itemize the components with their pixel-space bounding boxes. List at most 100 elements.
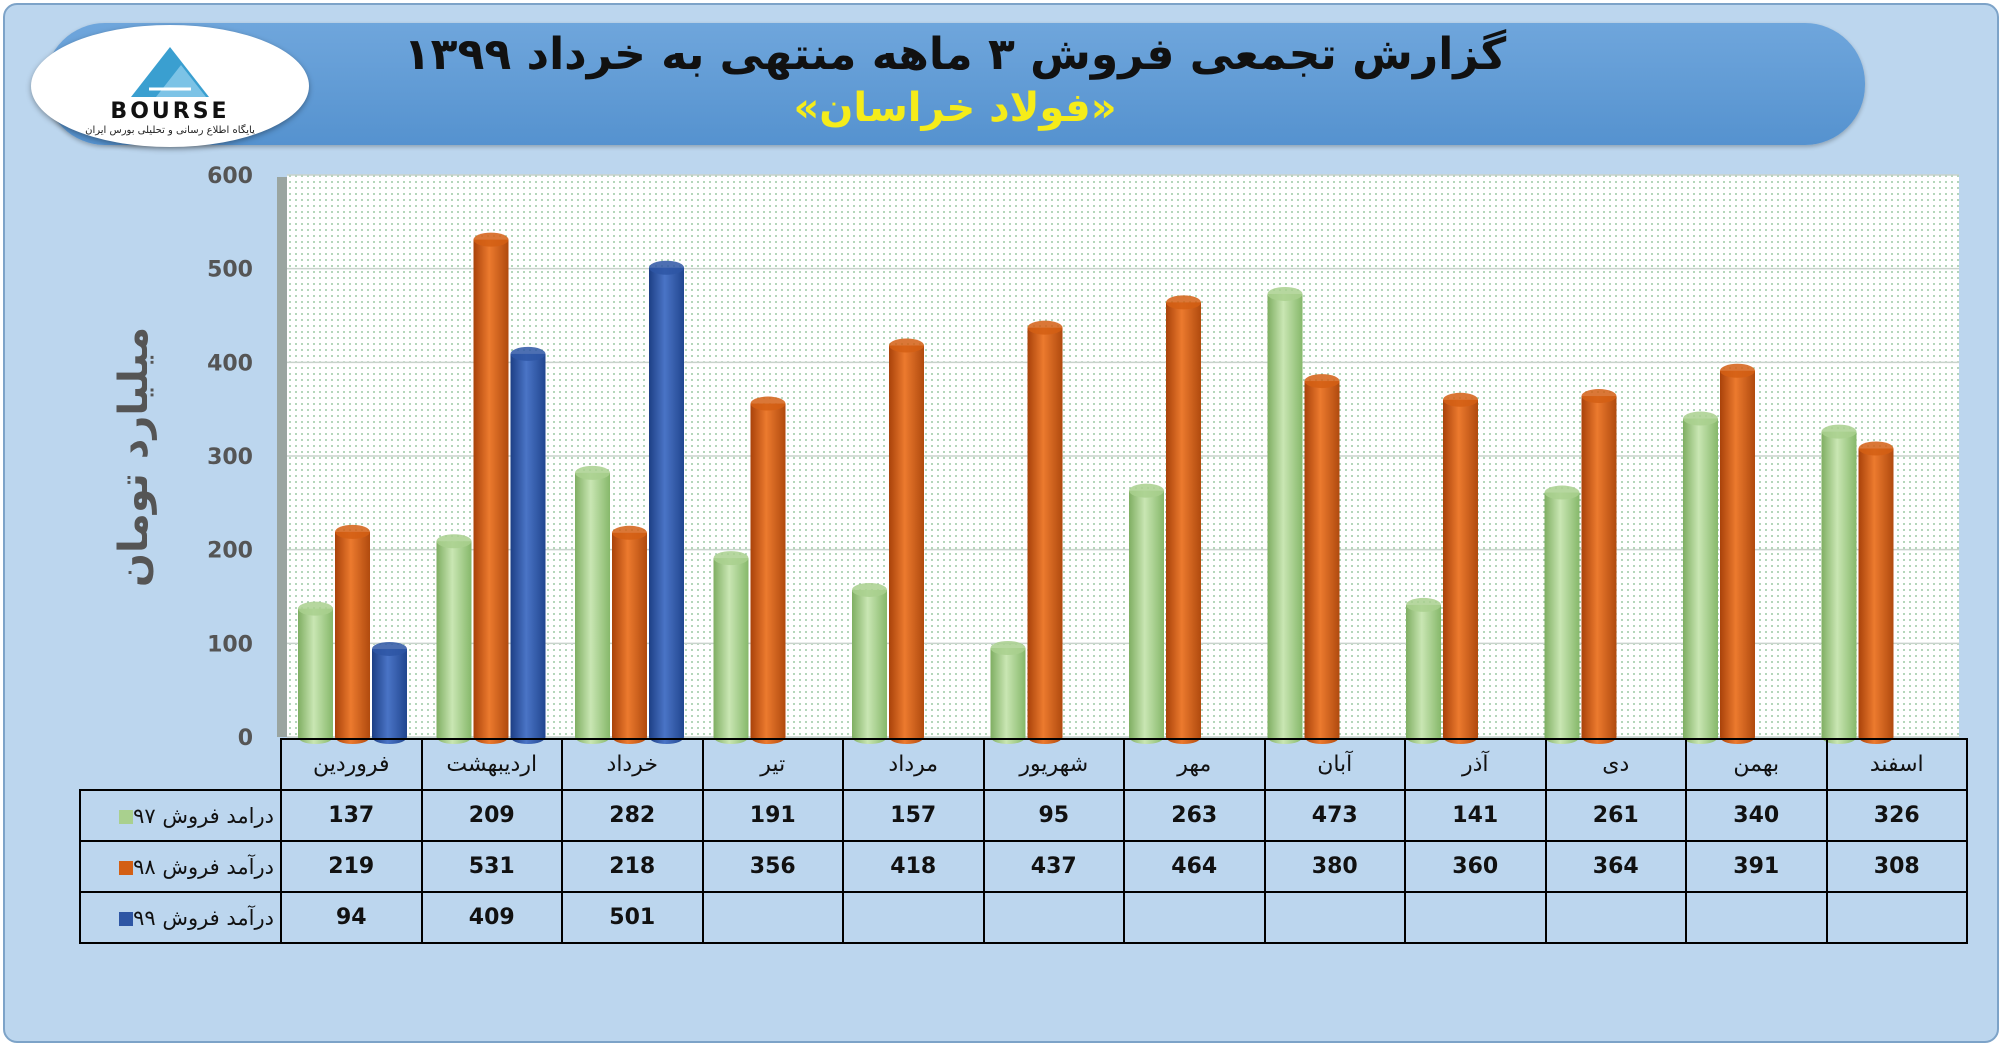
bar-body: [1129, 490, 1164, 737]
bar-cap: [575, 465, 610, 480]
legend-label: درامد فروش ۹۷: [133, 803, 274, 828]
table-row: درامد فروش ۹۷ 137 209 282 191 157 95 263 473 141 2…: [79, 789, 1968, 842]
data-label: 380: [1263, 840, 1406, 893]
bar-body: [1443, 399, 1478, 737]
bar-body: [649, 267, 684, 737]
bar-body: [1720, 370, 1755, 737]
legend-label: درآمد فروش ۹۹: [133, 905, 274, 930]
bar-cap: [1858, 441, 1894, 456]
table-header-row: فروردین اردیبهشت خرداد تیر مرداد شهریور مهر آبا…: [80, 738, 1968, 791]
y-tick-labels: 0 100 200 300 400 500 600: [207, 164, 253, 751]
data-label: 94: [280, 891, 423, 944]
bar-series-2: [510, 346, 546, 744]
bar-series-0: [1406, 597, 1441, 744]
bar-body: [436, 541, 472, 737]
bar-cap: [990, 641, 1026, 656]
data-label: 263: [1123, 789, 1266, 842]
data-label: 209: [420, 789, 563, 842]
data-label: 95: [982, 789, 1125, 842]
x-tick-label: دی: [1544, 738, 1687, 791]
bourse-logo: BOURSE پایگاه اطلاع رسانی و تحلیلی بورس …: [31, 25, 309, 147]
bar-series-0: [575, 465, 610, 744]
bar-cap: [510, 346, 546, 361]
bar-body: [1267, 293, 1303, 737]
bar-series-0: [1544, 485, 1580, 744]
bar-cap: [298, 601, 333, 616]
bar-cap: [1581, 389, 1617, 404]
bar-cap: [1821, 424, 1857, 439]
data-label: [1123, 891, 1266, 944]
x-tick-label: فروردین: [280, 738, 423, 791]
data-label: [1825, 891, 1968, 944]
logo-triangle-icon: [131, 47, 209, 97]
bar-cap: [1683, 411, 1718, 426]
bar-series-1: [1858, 441, 1894, 744]
bar-series-0: [436, 534, 472, 744]
table-corner: [80, 739, 281, 790]
y-tick-label: 300: [207, 445, 253, 470]
bar-body: [1683, 418, 1718, 737]
bar-body: [713, 558, 749, 737]
bar-series-0: [1267, 286, 1303, 744]
bar-series-1: [889, 338, 924, 744]
data-label: 141: [1404, 789, 1547, 842]
bar-series-1: [1166, 295, 1201, 744]
data-label: [1404, 891, 1547, 944]
y-tick-label: 500: [207, 258, 253, 283]
table-row: درآمد فروش ۹۸ 219 531 218 356 418 437 464 380 360…: [79, 840, 1968, 893]
bar-series-0: [713, 551, 749, 744]
y-tick-label: 0: [238, 726, 253, 751]
legend-entry: درامد فروش ۹۷: [79, 789, 282, 842]
y-tick-label: 400: [207, 351, 253, 376]
x-tick-label: آبان: [1263, 738, 1406, 791]
data-label: 137: [280, 789, 423, 842]
x-tick-label: اردیبهشت: [420, 738, 563, 791]
bar-cap: [1443, 392, 1478, 407]
y-tick-label: 200: [207, 539, 253, 564]
chart-frame: گزارش تجمعی فروش ۳ ماهه منتهی به خرداد ۱…: [3, 3, 1999, 1043]
bar-series-1: [750, 396, 786, 744]
bar-cap: [889, 338, 924, 353]
x-tick-label: تیر: [701, 738, 844, 791]
bar-body: [1858, 448, 1894, 737]
data-label: 531: [420, 840, 563, 893]
data-label: [982, 891, 1125, 944]
bar-series-1: [1027, 320, 1063, 744]
y-tick-label: 600: [207, 164, 253, 189]
bar-cap: [750, 396, 786, 411]
data-label: 261: [1544, 789, 1687, 842]
x-tick-label: اسفند: [1825, 738, 1968, 791]
data-label: 437: [982, 840, 1125, 893]
bar-body: [1821, 431, 1857, 737]
legend-entry: درآمد فروش ۹۹: [79, 891, 282, 944]
data-label: 356: [701, 840, 844, 893]
data-label: [1544, 891, 1687, 944]
data-label: 219: [280, 840, 423, 893]
bar-cap: [372, 641, 407, 656]
data-label: 340: [1685, 789, 1828, 842]
bar-series-2: [372, 641, 407, 744]
bar-body: [575, 472, 610, 737]
x-tick-label: مرداد: [842, 738, 985, 791]
legend-swatch-icon: [119, 860, 134, 875]
legend-entry: درآمد فروش ۹۸: [79, 840, 282, 893]
bars: [298, 232, 1894, 744]
bar-cap: [335, 524, 370, 539]
data-label: 391: [1685, 840, 1828, 893]
plot-back-wall: [277, 177, 287, 737]
bar-body: [1304, 381, 1340, 737]
bar-cap: [1267, 286, 1303, 301]
bar-series-1: [612, 525, 647, 744]
bar-series-1: [335, 524, 370, 744]
data-label: 501: [561, 891, 704, 944]
bar-body: [473, 239, 509, 737]
bar-body: [335, 531, 370, 737]
gridlines: [287, 174, 1959, 738]
bar-series-0: [1821, 424, 1857, 744]
legend-swatch-icon: [119, 809, 134, 824]
data-label: 218: [561, 840, 704, 893]
bar-series-0: [298, 601, 333, 744]
bar-body: [612, 532, 647, 737]
data-label: 360: [1404, 840, 1547, 893]
data-label: [842, 891, 985, 944]
